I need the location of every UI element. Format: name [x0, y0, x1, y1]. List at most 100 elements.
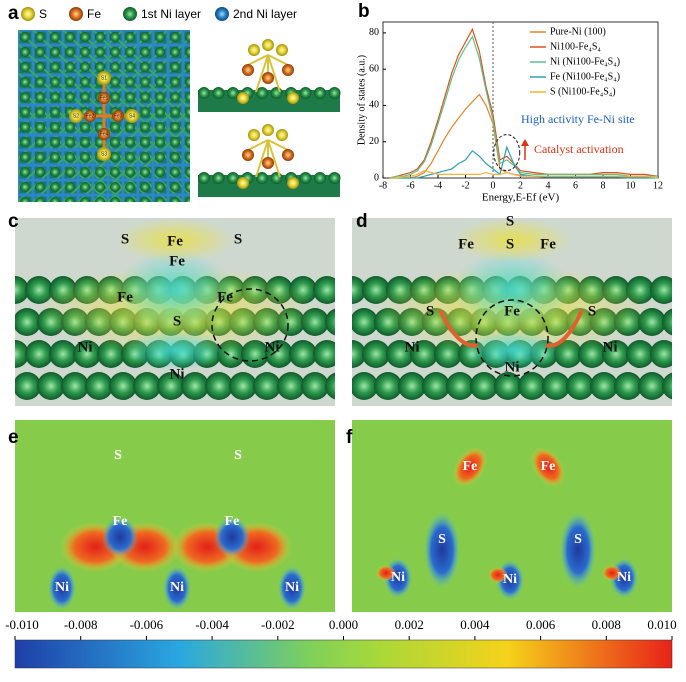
ni-atom — [50, 152, 60, 162]
atom-label: Fe3 — [114, 113, 123, 119]
bond — [267, 54, 281, 93]
legend-label: Ni (Ni100-Fe₄S₄) — [550, 56, 620, 67]
ni-atom — [155, 182, 165, 192]
atom-label: Ni — [505, 359, 520, 375]
ni-atom — [253, 372, 281, 400]
ni-atom — [20, 47, 30, 57]
atom-label: S4 — [129, 113, 135, 119]
ni-atom — [110, 182, 120, 192]
bond — [107, 122, 190, 202]
ni-atom — [15, 308, 41, 336]
ni-atom — [325, 372, 335, 400]
cluster-atom — [282, 64, 294, 76]
legend-label: Ni100-Fe₄S₄ — [550, 41, 601, 52]
panel-label: c — [8, 211, 19, 232]
ni-atom — [422, 372, 450, 400]
ni-atom — [80, 182, 90, 192]
ni-atom — [20, 197, 30, 202]
ni-atom — [185, 182, 190, 192]
ni-atom — [185, 62, 190, 72]
ni-atom — [50, 32, 60, 42]
cluster-atom — [237, 92, 249, 104]
ni-atom — [20, 167, 30, 177]
ni-atom — [110, 137, 120, 147]
cluster-atom — [112, 110, 124, 122]
ni-atom — [185, 77, 190, 87]
lobe — [48, 566, 76, 610]
ni-atom — [125, 92, 135, 102]
bond — [267, 54, 289, 66]
ni-atom — [65, 32, 75, 42]
atom-label: S — [426, 303, 434, 319]
legend-swatch — [69, 7, 83, 21]
atom-label: Ni — [55, 580, 69, 595]
ni-atom — [80, 167, 90, 177]
atom-label: Fe1 — [100, 95, 109, 101]
ni-atom — [386, 340, 414, 368]
ni-atom — [80, 62, 90, 72]
ni-atom — [470, 372, 498, 400]
ni-atom — [65, 197, 75, 202]
charge-yellow — [452, 218, 572, 262]
highlight-ring — [493, 134, 521, 172]
legend-label: S (Ni100-Fe₄S₄) — [550, 86, 616, 97]
ni-atom — [352, 340, 366, 368]
atom-label: S — [114, 448, 122, 463]
atom-label: Fe2 — [86, 113, 95, 119]
ni-atom — [50, 77, 60, 87]
cluster-atom — [248, 129, 260, 141]
ni-atom — [50, 182, 60, 192]
ni-atom — [65, 167, 75, 177]
lattice — [18, 30, 190, 202]
cluster-atom — [287, 92, 299, 104]
ni-atom — [35, 122, 45, 132]
ni-atom — [20, 182, 30, 192]
ni-atom — [125, 122, 135, 132]
ni-atom — [65, 47, 75, 57]
bond — [247, 54, 269, 66]
x-tick-label: -8 — [379, 180, 387, 191]
ni-atom — [125, 167, 135, 177]
ni-atom — [170, 152, 180, 162]
cluster-atom — [262, 72, 274, 84]
ni-atom — [20, 32, 30, 42]
ni-atom — [155, 47, 165, 57]
ni-atom — [49, 340, 77, 368]
cluster-atom — [98, 128, 110, 140]
ni-atom — [80, 32, 90, 42]
ni-atom — [313, 276, 335, 304]
ni-atom — [170, 107, 180, 117]
x-tick-label: 10 — [626, 180, 636, 191]
atom-label: S — [234, 231, 242, 247]
ni-atom — [155, 197, 165, 202]
slab — [352, 218, 672, 400]
atom-label: Fe4 — [100, 131, 109, 137]
arrow-head — [521, 139, 529, 146]
bond — [267, 139, 289, 151]
ni-atom — [314, 172, 326, 184]
ni-atom — [50, 107, 60, 117]
ni-atom — [125, 47, 135, 57]
ni-atom — [662, 308, 672, 336]
cluster-atom — [276, 44, 288, 56]
cluster-atom — [282, 149, 294, 161]
slab — [15, 218, 335, 400]
ni-atom — [398, 372, 426, 400]
ni-atom — [352, 276, 366, 304]
ni-atom — [277, 372, 305, 400]
ni-atom — [270, 172, 283, 184]
ni-atom — [170, 32, 180, 42]
ni-atom — [35, 77, 45, 87]
colorbar-label: 0.010 — [647, 617, 676, 632]
ni-atom — [494, 372, 522, 400]
atom-label: S — [438, 532, 446, 547]
atom-label: S — [121, 231, 129, 247]
ni-atom — [80, 152, 90, 162]
ni-atom — [125, 32, 135, 42]
ni-atom — [110, 47, 120, 57]
ni-atom — [155, 77, 165, 87]
x-tick-label: 4 — [546, 180, 551, 191]
ni-atom — [125, 197, 135, 202]
atom-label: S3 — [101, 151, 107, 157]
colorbar — [14, 639, 673, 669]
